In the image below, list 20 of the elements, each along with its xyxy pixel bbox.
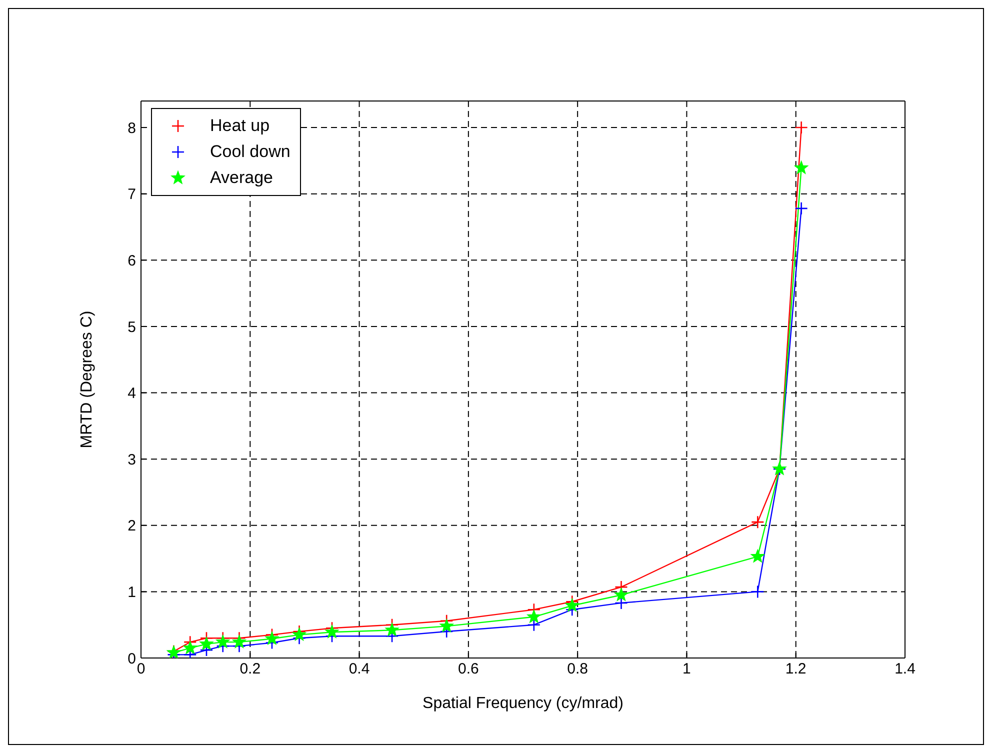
legend-label: Cool down <box>210 142 290 162</box>
x-tick-label: 0.4 <box>348 660 370 678</box>
y-tick-label: 1 <box>128 584 136 602</box>
y-tick-label: 8 <box>128 120 136 137</box>
y-tick-label: 2 <box>128 518 136 535</box>
y-axis-title: MRTD (Degrees C) <box>78 310 96 448</box>
x-tick-label: 0.8 <box>567 660 588 678</box>
x-tick-label: 0.2 <box>240 660 261 678</box>
legend-label: Average <box>210 168 274 188</box>
y-tick-label: 3 <box>128 451 136 468</box>
y-tick-label: 6 <box>128 252 136 270</box>
x-tick-label: 1.2 <box>785 660 806 678</box>
legend-label: Heat up <box>210 116 270 136</box>
x-tick-label: 1.4 <box>894 660 916 678</box>
y-tick-label: 7 <box>128 186 136 204</box>
y-tick-label: 4 <box>128 385 136 402</box>
x-axis-title: Spatial Frequency (cy/mrad) <box>422 695 624 712</box>
x-tick-label: 1 <box>682 660 691 678</box>
x-tick-label: 0.6 <box>458 660 479 678</box>
y-tick-label: 5 <box>128 318 136 336</box>
